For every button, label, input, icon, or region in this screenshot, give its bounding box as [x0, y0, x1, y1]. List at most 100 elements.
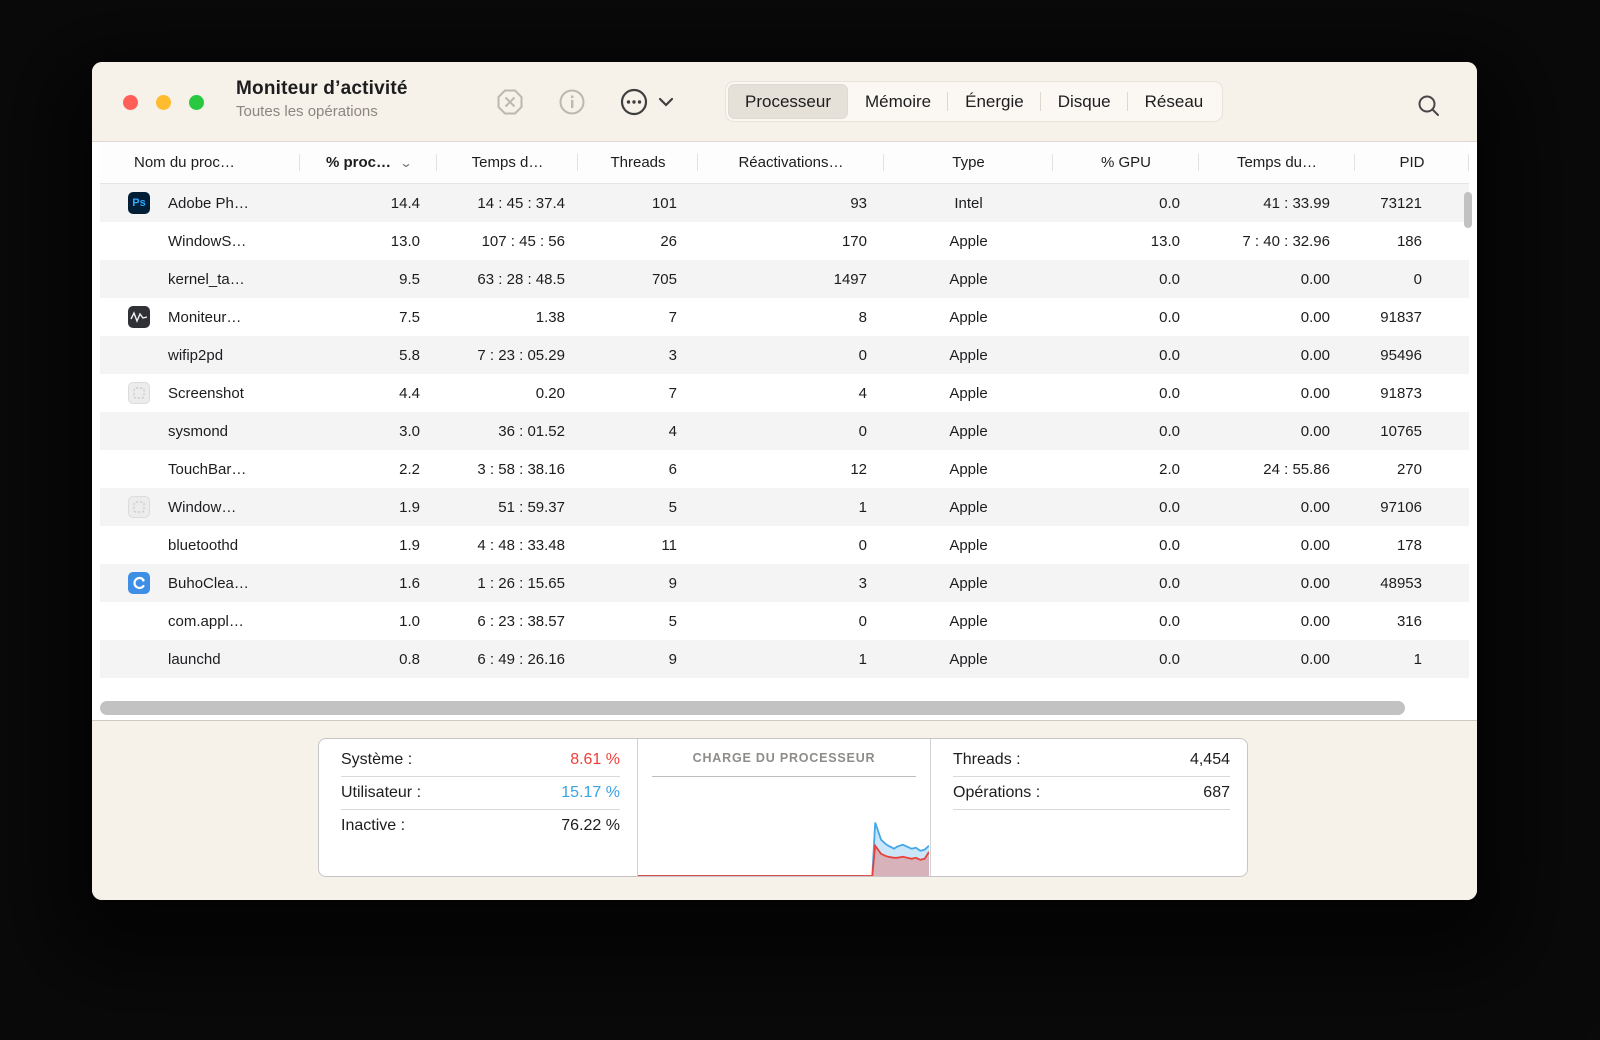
gpu-cell: 13.0 [1150, 232, 1180, 250]
tab-processeur[interactable]: Processeur [728, 84, 848, 119]
chart-rule [652, 776, 916, 777]
stats-box: Système : 8.61 % Utilisateur : 15.17 % Inact… [318, 738, 1248, 877]
view-tabs: Processeur Mémoire Énergie Disque Réseau [725, 81, 1224, 122]
gpu-time-cell: 0.00 [1300, 650, 1330, 668]
cpu-time-cell: 6 : 49 : 26.16 [477, 650, 565, 668]
column-header-pid[interactable]: PID [1355, 142, 1469, 183]
minimize-button[interactable] [156, 95, 171, 110]
process-icon-slot [127, 306, 151, 328]
process-name-cell: Moniteur… [100, 298, 300, 336]
process-row[interactable]: kernel_ta… 9.5 63 : 28 : 48.5 705 1497 Apple 0… [100, 260, 1469, 298]
info-icon[interactable] [556, 86, 588, 118]
column-header-time[interactable]: Temps d… [437, 142, 578, 183]
stat-row: Threads : 4,454 [953, 744, 1230, 776]
process-row[interactable]: WindowS… 13.0 107 : 45 : 56 26 170 Apple 13.0 7… [100, 222, 1469, 260]
photoshop-icon: Ps [128, 192, 150, 214]
process-name: wifip2pd [168, 346, 224, 364]
threads-cell: 3 [668, 346, 677, 364]
cpu-cell: 1.9 [399, 498, 420, 516]
process-table: Nom du proc…% proc… ⌄ Temps d… Threads Réact… [92, 142, 1477, 720]
sort-chevron-icon: ⌄ [399, 155, 413, 170]
process-name-cell: bluetoothd [100, 526, 300, 564]
column-header-threads[interactable]: Threads [578, 142, 698, 183]
column-header-type[interactable]: Type [884, 142, 1053, 183]
tab-disque[interactable]: Disque [1039, 84, 1128, 119]
cpu-time-cell: 36 : 01.52 [498, 422, 565, 440]
process-name: TouchBar… [168, 460, 247, 478]
zoom-button[interactable] [189, 95, 204, 110]
more-icon[interactable] [618, 86, 650, 118]
more-options[interactable] [618, 86, 674, 118]
close-button[interactable] [123, 95, 138, 110]
column-header-gputime[interactable]: Temps du… [1199, 142, 1355, 183]
process-row[interactable]: launchd 0.8 6 : 49 : 26.16 9 1 Apple 0.0 0.00 1 [100, 640, 1469, 678]
column-header-wakeups[interactable]: Réactivations… [698, 142, 884, 183]
pid-cell: 91873 [1380, 384, 1422, 402]
pid-cell: 1 [1413, 650, 1422, 668]
horizontal-scrollbar[interactable] [100, 701, 1405, 715]
process-row[interactable]: sysmond 3.0 36 : 01.52 4 0 Apple 0.0 0.00 10765 [100, 412, 1469, 450]
gpu-cell: 2.0 [1159, 460, 1180, 478]
wakeups-cell: 12 [850, 460, 867, 478]
stat-value: 8.61 % [570, 751, 620, 768]
gpu-time-cell: 24 : 55.86 [1263, 460, 1330, 478]
process-name-cell: TouchBar… [100, 450, 300, 488]
process-row[interactable]: Screenshot 4.4 0.20 7 4 Apple 0.0 0.00 91873 [100, 374, 1469, 412]
wakeups-cell: 4 [858, 384, 867, 402]
wakeups-cell: 93 [850, 194, 867, 212]
cpu-load-panel: CHARGE DU PROCESSEUR [638, 739, 931, 876]
wakeups-cell: 1 [858, 498, 867, 516]
gpu-time-cell: 0.00 [1300, 308, 1330, 326]
process-icon-slot [127, 648, 151, 670]
process-name-cell: Window… [100, 488, 300, 526]
process-icon-slot [127, 420, 151, 442]
threads-cell: 6 [668, 460, 677, 478]
pid-cell: 73121 [1380, 194, 1422, 212]
cpu-cell: 7.5 [399, 308, 420, 326]
column-header-gpu[interactable]: % GPU [1053, 142, 1199, 183]
stat-label: Opérations : [953, 784, 1041, 801]
type-cell: Apple [949, 650, 988, 668]
stat-label: Threads : [953, 751, 1021, 768]
process-name-cell: launchd [100, 640, 300, 678]
cpu-cell: 4.4 [399, 384, 420, 402]
cpu-time-cell: 1 : 26 : 15.65 [477, 574, 565, 592]
gpu-time-cell: 0.00 [1300, 574, 1330, 592]
cpu-cell: 9.5 [399, 270, 420, 288]
vertical-scrollbar[interactable] [1464, 192, 1472, 228]
wakeups-cell: 0 [858, 422, 867, 440]
stop-icon[interactable] [494, 86, 526, 118]
search-icon[interactable] [1413, 90, 1445, 122]
process-row[interactable]: Ps Adobe Ph… 14.4 14 : 45 : 37.4 101 93 Intel 0… [100, 184, 1469, 222]
pid-cell: 97106 [1380, 498, 1422, 516]
threads-cell: 101 [651, 194, 677, 212]
tab-réseau[interactable]: Réseau [1126, 84, 1221, 119]
process-name-cell: wifip2pd [100, 336, 300, 374]
gpu-cell: 0.0 [1159, 384, 1180, 402]
process-row[interactable]: TouchBar… 2.2 3 : 58 : 38.16 6 12 Apple 2.0 24 … [100, 450, 1469, 488]
process-row[interactable]: wifip2pd 5.8 7 : 23 : 05.29 3 0 Apple 0.0 0.00 9… [100, 336, 1469, 374]
wakeups-cell: 0 [858, 346, 867, 364]
process-row[interactable]: BuhoClea… 1.6 1 : 26 : 15.65 9 3 Apple 0.0 0.00… [100, 564, 1469, 602]
process-name-cell: kernel_ta… [100, 260, 300, 298]
traffic-lights [123, 95, 204, 110]
process-row[interactable]: Moniteur… 7.5 1.38 7 8 Apple 0.0 0.00 91837 [100, 298, 1469, 336]
pid-cell: 91837 [1380, 308, 1422, 326]
buhocleaner-icon [128, 572, 150, 594]
type-cell: Apple [949, 384, 988, 402]
process-row[interactable]: bluetoothd 1.9 4 : 48 : 33.48 11 0 Apple 0.0 0.… [100, 526, 1469, 564]
stat-label: Système : [341, 751, 413, 768]
type-cell: Apple [949, 346, 988, 364]
column-header-name[interactable]: Nom du proc… [100, 142, 300, 183]
stat-value: 76.22 % [561, 817, 620, 834]
type-cell: Apple [949, 536, 988, 554]
tab-énergie[interactable]: Énergie [947, 84, 1041, 119]
cpu-time-cell: 7 : 23 : 05.29 [477, 346, 565, 364]
gpu-cell: 0.0 [1159, 346, 1180, 364]
process-name: launchd [168, 650, 221, 668]
tab-mémoire[interactable]: Mémoire [864, 91, 932, 111]
column-header-cpu[interactable]: % proc… ⌄ [300, 142, 437, 183]
process-row[interactable]: Window… 1.9 51 : 59.37 5 1 Apple 0.0 0.00 97106 [100, 488, 1469, 526]
chevron-down-icon [658, 97, 674, 107]
process-row[interactable]: com.appl… 1.0 6 : 23 : 38.57 5 0 Apple 0.0 0.00… [100, 602, 1469, 640]
